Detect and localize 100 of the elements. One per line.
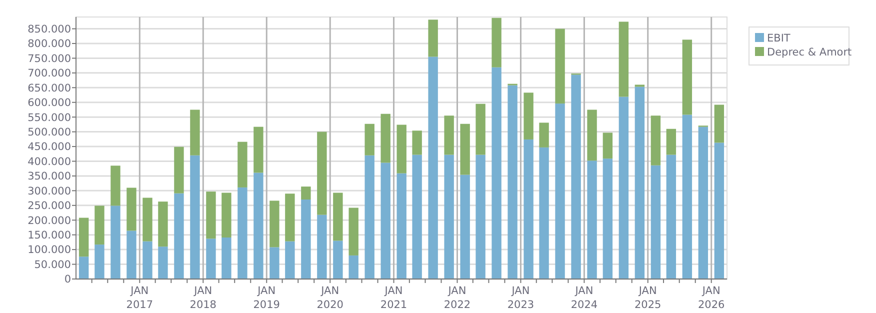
bar: [571, 74, 581, 279]
bar: [364, 124, 374, 156]
bar: [158, 246, 168, 279]
bar: [380, 114, 390, 163]
bar: [348, 255, 358, 279]
bar: [78, 256, 89, 279]
bar: [270, 247, 280, 279]
bar: [444, 116, 454, 155]
bar: [714, 142, 724, 279]
y-tick-label: 350.000: [28, 170, 71, 183]
bar: [524, 92, 534, 140]
bar: [555, 28, 565, 104]
y-tick-label: 400.000: [28, 156, 71, 168]
bar: [539, 147, 549, 279]
bar: [682, 114, 692, 279]
bar: [142, 198, 152, 242]
y-tick-label: 150.000: [28, 230, 71, 242]
bar: [301, 200, 311, 279]
bar: [666, 154, 676, 279]
bar: [476, 154, 486, 279]
x-tick-label: JAN 2019: [253, 285, 280, 311]
y-tick-label: 200.000: [28, 214, 71, 227]
bar: [238, 142, 248, 188]
bar: [460, 174, 470, 279]
bar: [348, 208, 358, 256]
bar: [317, 132, 327, 215]
bar: [380, 162, 390, 279]
x-tick-label: JAN 2021: [380, 285, 408, 311]
bar: [94, 206, 104, 245]
bar: [222, 237, 232, 279]
legend-label: EBIT: [767, 32, 791, 45]
bar: [650, 116, 661, 166]
y-tick-label: 500.000: [28, 126, 71, 138]
bar: [301, 186, 311, 200]
bar: [110, 206, 120, 279]
bar: [222, 192, 232, 238]
bar: [650, 165, 661, 279]
bar: [555, 104, 565, 279]
bar: [587, 110, 597, 161]
x-tick-label: JAN 2024: [570, 285, 598, 311]
bar: [174, 146, 184, 194]
y-tick-label: 750.000: [28, 52, 71, 65]
x-tick-label: JAN 2018: [190, 285, 217, 311]
bar: [206, 238, 216, 279]
bar: [126, 230, 136, 279]
bar: [476, 104, 486, 155]
bar: [602, 158, 613, 279]
legend-label: Deprec & Amort: [767, 46, 852, 59]
bar: [110, 166, 120, 206]
bar: [634, 86, 645, 279]
bar: [190, 110, 200, 156]
bar: [508, 85, 518, 279]
bar: [238, 187, 248, 279]
bar: [428, 20, 438, 57]
bar: [460, 124, 470, 175]
y-tick-label: 550.000: [28, 112, 71, 124]
bar: [492, 18, 502, 68]
bar: [364, 155, 374, 279]
bar: [158, 202, 168, 247]
bar: [94, 244, 104, 279]
x-tick-label: JAN 2017: [126, 285, 154, 311]
bar: [539, 122, 549, 148]
x-tick-label: JAN 2026: [698, 285, 726, 311]
y-tick-label: 600.000: [28, 97, 71, 110]
y-tick-label: 50.000: [34, 258, 71, 271]
bar: [254, 172, 264, 279]
x-tick-label: JAN 2025: [634, 285, 662, 311]
x-tick-label: JAN 2023: [507, 285, 534, 311]
bar: [396, 173, 406, 279]
bar: [618, 22, 629, 97]
bar: [333, 240, 343, 279]
y-tick-label: 650.000: [28, 82, 71, 94]
y-tick-label: 850.000: [28, 23, 71, 36]
bar: [142, 241, 152, 279]
bar: [412, 130, 422, 155]
y-tick-label: 300.000: [28, 185, 71, 198]
bar: [206, 192, 216, 239]
bar: [333, 192, 343, 241]
bar: [78, 218, 89, 257]
bar: [698, 126, 708, 279]
x-tick-label: JAN 2020: [316, 285, 344, 311]
bar: [126, 188, 136, 231]
y-tick-label: 450.000: [28, 141, 71, 154]
y-tick-label: 800.000: [28, 38, 71, 50]
bar: [618, 96, 629, 279]
bar: [492, 67, 502, 279]
bar: [396, 124, 406, 174]
bar: [428, 56, 438, 279]
bar: [254, 126, 264, 173]
bar: [524, 139, 534, 279]
bar: [190, 155, 200, 279]
y-tick-label: 700.000: [28, 68, 71, 80]
x-tick-label: JAN 2022: [444, 285, 471, 311]
bar: [285, 194, 295, 242]
bar: [270, 200, 280, 248]
bar: [602, 132, 613, 159]
bar: [285, 241, 295, 279]
y-tick-label: 0: [64, 274, 71, 286]
bar: [174, 193, 184, 279]
bar: [444, 154, 454, 279]
